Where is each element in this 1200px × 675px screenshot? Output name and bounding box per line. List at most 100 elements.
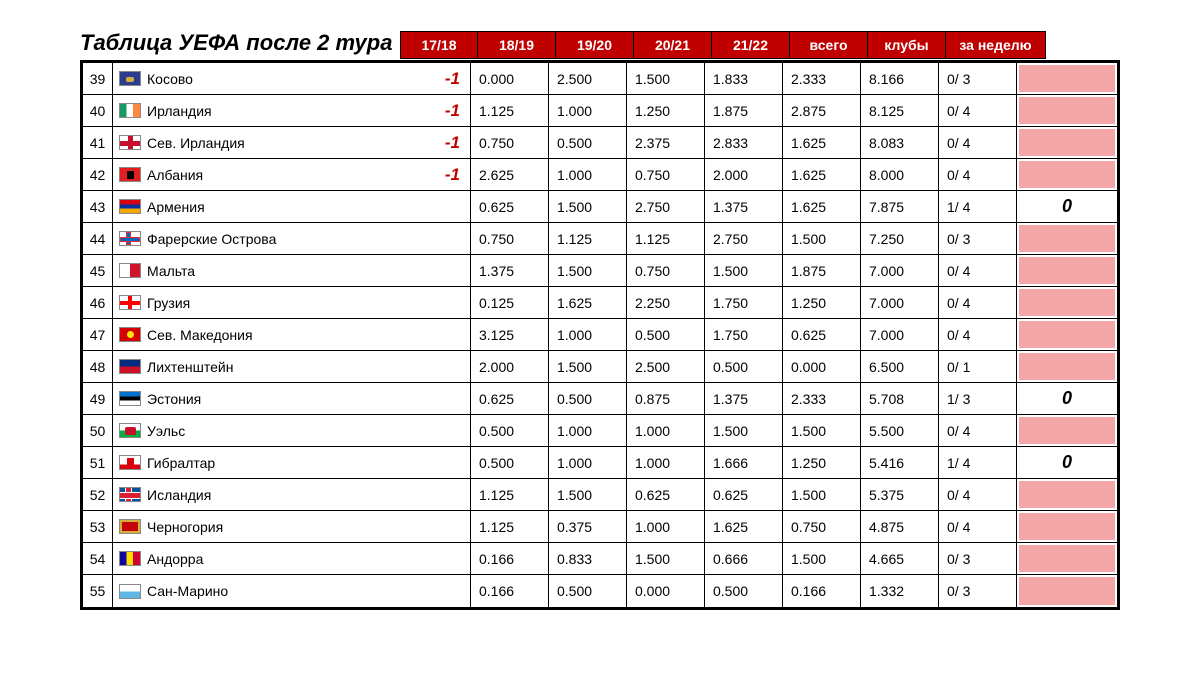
season-2-cell: 2.250 — [627, 287, 705, 319]
clubs-cell: 0/ 4 — [939, 127, 1017, 159]
flag-icon — [119, 487, 141, 502]
total-cell: 7.000 — [861, 287, 939, 319]
clubs-cell: 0/ 3 — [939, 63, 1017, 95]
season-1-cell: 1.000 — [549, 415, 627, 447]
col-total: всего — [790, 31, 868, 59]
season-3-cell: 1.500 — [705, 415, 783, 447]
season-2-cell: 0.500 — [627, 319, 705, 351]
country-name: Исландия — [147, 487, 211, 503]
flag-icon — [119, 295, 141, 310]
season-4-cell: 1.875 — [783, 255, 861, 287]
season-4-cell: 1.625 — [783, 159, 861, 191]
country-name: Косово — [147, 71, 193, 87]
season-4-cell: 1.625 — [783, 191, 861, 223]
country-cell: Уэльс — [113, 415, 471, 447]
flag-icon — [119, 231, 141, 246]
country-name: Фарерские Острова — [147, 231, 276, 247]
clubs-cell: 0/ 4 — [939, 95, 1017, 127]
total-cell: 8.000 — [861, 159, 939, 191]
rank-cell: 51 — [83, 447, 113, 479]
season-3-cell: 1.750 — [705, 319, 783, 351]
clubs-cell: 0/ 3 — [939, 223, 1017, 255]
table-row: 47Сев. Македония3.1251.0000.5001.7500.62… — [83, 319, 1117, 351]
table-row: 44Фарерские Острова0.7501.1251.1252.7501… — [83, 223, 1117, 255]
page-title: Таблица УЕФА после 2 тура — [80, 30, 400, 60]
season-4-cell: 1.500 — [783, 223, 861, 255]
season-0-cell: 2.625 — [471, 159, 549, 191]
season-0-cell: 0.750 — [471, 127, 549, 159]
week-cell: 0 — [1017, 447, 1117, 479]
flag-icon — [119, 391, 141, 406]
season-1-cell: 1.000 — [549, 95, 627, 127]
season-1-cell: 1.000 — [549, 447, 627, 479]
week-cell — [1017, 287, 1117, 319]
flag-icon — [119, 359, 141, 374]
col-week: за неделю — [946, 31, 1046, 59]
season-0-cell: 0.166 — [471, 543, 549, 575]
table-row: 39Косово-10.0002.5001.5001.8332.3338.166… — [83, 63, 1117, 95]
season-2-cell: 0.750 — [627, 255, 705, 287]
total-cell: 1.332 — [861, 575, 939, 607]
rank-cell: 55 — [83, 575, 113, 607]
season-3-cell: 0.666 — [705, 543, 783, 575]
season-3-cell: 0.500 — [705, 351, 783, 383]
rank-cell: 54 — [83, 543, 113, 575]
country-cell: Сев. Македония — [113, 319, 471, 351]
country-name: Гибралтар — [147, 455, 215, 471]
rank-cell: 41 — [83, 127, 113, 159]
country-cell: Гибралтар — [113, 447, 471, 479]
total-cell: 8.083 — [861, 127, 939, 159]
country-name: Ирландия — [147, 103, 212, 119]
season-2-cell: 2.750 — [627, 191, 705, 223]
week-cell: 0 — [1017, 191, 1117, 223]
total-cell: 5.416 — [861, 447, 939, 479]
season-2-cell: 2.500 — [627, 351, 705, 383]
week-cell — [1017, 127, 1117, 159]
table-row: 52Исландия1.1251.5000.6250.6251.5005.375… — [83, 479, 1117, 511]
season-2-cell: 1.250 — [627, 95, 705, 127]
week-cell — [1017, 479, 1117, 511]
rank-cell: 52 — [83, 479, 113, 511]
flag-icon — [119, 167, 141, 182]
season-2-cell: 1.500 — [627, 63, 705, 95]
country-cell: Косово-1 — [113, 63, 471, 95]
season-0-cell: 0.125 — [471, 287, 549, 319]
rank-cell: 43 — [83, 191, 113, 223]
season-1-cell: 1.625 — [549, 287, 627, 319]
season-1-cell: 0.500 — [549, 383, 627, 415]
season-2-cell: 1.000 — [627, 415, 705, 447]
season-3-cell: 2.833 — [705, 127, 783, 159]
season-3-cell: 1.833 — [705, 63, 783, 95]
season-1-cell: 1.000 — [549, 319, 627, 351]
col-season-0: 17/18 — [400, 31, 478, 59]
country-name: Армения — [147, 199, 205, 215]
season-4-cell: 2.333 — [783, 63, 861, 95]
season-2-cell: 0.875 — [627, 383, 705, 415]
country-cell: Албания-1 — [113, 159, 471, 191]
flag-icon — [119, 71, 141, 86]
season-1-cell: 1.500 — [549, 255, 627, 287]
week-cell — [1017, 63, 1117, 95]
season-3-cell: 2.000 — [705, 159, 783, 191]
season-3-cell: 0.500 — [705, 575, 783, 607]
flag-icon — [119, 519, 141, 534]
season-4-cell: 1.625 — [783, 127, 861, 159]
season-3-cell: 1.750 — [705, 287, 783, 319]
rank-cell: 47 — [83, 319, 113, 351]
country-name: Сев. Македония — [147, 327, 253, 343]
season-0-cell: 1.125 — [471, 95, 549, 127]
season-4-cell: 1.250 — [783, 447, 861, 479]
table-row: 49Эстония0.6250.5000.8751.3752.3335.7081… — [83, 383, 1117, 415]
rank-cell: 42 — [83, 159, 113, 191]
rank-cell: 48 — [83, 351, 113, 383]
rank-cell: 40 — [83, 95, 113, 127]
flag-icon — [119, 455, 141, 470]
country-cell: Ирландия-1 — [113, 95, 471, 127]
season-2-cell: 1.125 — [627, 223, 705, 255]
country-name: Лихтенштейн — [147, 359, 233, 375]
season-0-cell: 1.125 — [471, 479, 549, 511]
season-3-cell: 1.666 — [705, 447, 783, 479]
clubs-cell: 0/ 1 — [939, 351, 1017, 383]
season-2-cell: 1.000 — [627, 511, 705, 543]
flag-icon — [119, 551, 141, 566]
